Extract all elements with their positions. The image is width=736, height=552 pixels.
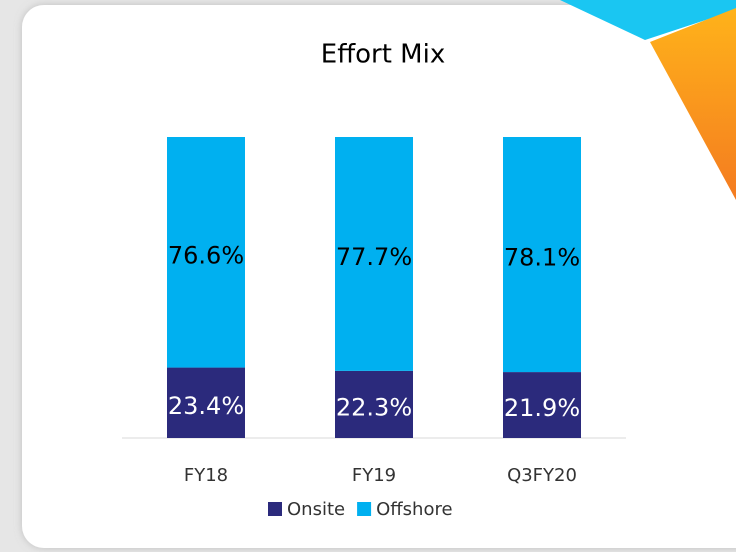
- legend-label: Onsite: [287, 499, 345, 520]
- decor-cyan: [560, 0, 736, 40]
- legend-swatch: [357, 502, 372, 516]
- data-label: 21.9%: [504, 394, 580, 422]
- decor-orange: [650, 8, 736, 200]
- data-label: 76.6%: [168, 241, 244, 269]
- chart-title: Effort Mix: [321, 40, 445, 70]
- bar-segment: [167, 137, 245, 368]
- bar-segment: [503, 137, 581, 373]
- x-tick-label: Q3FY20: [507, 465, 577, 486]
- bar-segment: [167, 367, 245, 438]
- data-label: 23.4%: [168, 392, 244, 420]
- data-label: 22.3%: [336, 393, 412, 421]
- data-label: 78.1%: [504, 244, 580, 272]
- bar-segment: [503, 372, 581, 438]
- bar-segment: [335, 370, 413, 438]
- data-label: 77.7%: [336, 243, 412, 271]
- legend-label: Offshore: [376, 499, 452, 520]
- bar-segment: [335, 137, 413, 371]
- x-tick-label: FY19: [352, 465, 396, 486]
- x-tick-label: FY18: [184, 465, 228, 486]
- legend-swatch: [268, 502, 282, 516]
